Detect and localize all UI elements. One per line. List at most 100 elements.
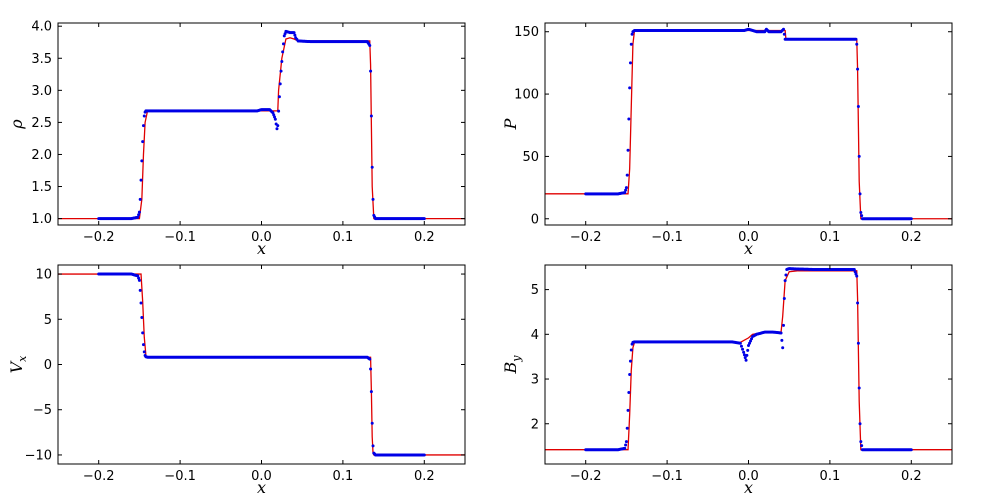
y-axis-label-subscript: y xyxy=(510,355,523,363)
by-data-point xyxy=(625,426,629,430)
density-analytic-line xyxy=(58,37,465,220)
y-tick-label: 2.0 xyxy=(31,148,52,163)
y-tick-label: 100 xyxy=(514,88,539,103)
x-tick-label: −0.2 xyxy=(570,230,602,245)
y-axis-label-symbol: B xyxy=(501,361,520,374)
x-axis-label: x xyxy=(744,478,753,497)
pressure-data-point xyxy=(623,191,627,195)
density-data-point xyxy=(139,178,143,182)
x-tick-label: 0.0 xyxy=(251,469,272,484)
pressure-data-point xyxy=(627,117,631,121)
x-tick-label: −0.1 xyxy=(164,469,196,484)
vx-data-point xyxy=(140,315,144,319)
pressure-data-point xyxy=(909,217,913,221)
y-tick-label: 0 xyxy=(531,212,539,227)
by-data-point xyxy=(624,443,628,447)
y-tick-label: 3.5 xyxy=(31,52,52,67)
by-panel: −0.2 −0.1 0.0 0.1 0.2 2 3 4 5 x By xyxy=(501,264,953,497)
density-data-point xyxy=(142,114,146,118)
y-axis-label-symbol: ρ xyxy=(7,119,26,130)
density-data-point xyxy=(138,197,142,201)
density-data-point xyxy=(369,114,373,118)
by-data-point xyxy=(856,341,860,345)
density-data-point xyxy=(277,109,281,113)
y-axis-label: P xyxy=(501,118,520,130)
pressure-data-point xyxy=(855,42,859,46)
density-data-point xyxy=(137,213,141,217)
x-tick-label: −0.2 xyxy=(83,469,115,484)
by-data-point xyxy=(626,408,630,412)
by-data-point xyxy=(624,440,628,444)
y-tick-label: 5 xyxy=(531,283,539,298)
pressure-data-point xyxy=(626,148,630,152)
y-tick-label: 3.0 xyxy=(31,84,52,99)
density-data-point xyxy=(281,50,285,54)
by-data-point xyxy=(782,323,785,327)
by-data-point xyxy=(627,390,631,394)
density-plot-area xyxy=(58,29,465,221)
pressure-data-point xyxy=(857,154,861,158)
pressure-data-point xyxy=(782,32,786,36)
by-data-point xyxy=(749,339,753,343)
pressure-data-point xyxy=(628,86,632,90)
by-data-point xyxy=(746,348,750,352)
by-data-point xyxy=(856,301,860,305)
y-tick-label: 10 xyxy=(35,268,52,283)
y-tick-label: 2.5 xyxy=(31,116,52,131)
x-tick-label: −0.2 xyxy=(570,469,602,484)
by-analytic-line xyxy=(545,270,952,451)
y-axis-label: ρ xyxy=(7,119,26,130)
by-data-point xyxy=(779,331,783,335)
pressure-data-point xyxy=(624,188,628,192)
density-data-point xyxy=(137,210,141,214)
density-data-point xyxy=(282,34,286,38)
by-data-point xyxy=(742,350,746,354)
x-axis-label: x xyxy=(257,478,266,497)
vx-data-point xyxy=(368,357,372,361)
by-data-point xyxy=(909,448,913,452)
x-tick-label: 0.1 xyxy=(333,230,354,245)
y-axis-label-subscript: x xyxy=(16,355,29,362)
vx-data-point xyxy=(137,278,141,282)
x-axis-label: x xyxy=(257,239,266,258)
x-tick-label: −0.1 xyxy=(164,230,196,245)
by-data-point xyxy=(744,358,748,362)
pressure-data-point xyxy=(860,214,864,218)
by-data-point xyxy=(748,341,752,345)
by-data-point xyxy=(739,344,743,348)
density-axes-frame xyxy=(57,22,466,226)
x-tick-label: 0.2 xyxy=(901,469,922,484)
y-tick-label: 1.5 xyxy=(31,180,52,195)
density-data-point xyxy=(369,69,373,73)
pressure-data-point xyxy=(856,67,860,71)
pressure-data-point xyxy=(854,37,858,41)
density-data-point xyxy=(370,165,374,169)
y-tick-label: 4.0 xyxy=(31,20,52,35)
by-data-point xyxy=(628,373,632,377)
y-tick-label: 150 xyxy=(514,25,539,40)
y-axis-label-symbol: P xyxy=(501,118,520,130)
pressure-data-point xyxy=(624,186,628,190)
vx-analytic-line xyxy=(58,273,465,456)
vx-data-point xyxy=(370,421,374,425)
pressure-data-point xyxy=(859,211,863,215)
vx-data-point xyxy=(422,453,426,457)
by-data-point xyxy=(742,353,746,357)
by-data-point xyxy=(860,444,864,448)
density-data-point xyxy=(368,43,372,47)
pressure-data-point xyxy=(629,42,633,46)
by-data-point xyxy=(623,446,627,450)
density-data-point xyxy=(275,127,279,131)
vx-data-point xyxy=(369,390,373,394)
x-tick-label: 0.1 xyxy=(820,469,841,484)
x-tick-label: 0.2 xyxy=(414,469,435,484)
density-data-point xyxy=(136,215,140,219)
density-data-point xyxy=(277,95,281,99)
by-data-point xyxy=(781,346,785,350)
y-tick-label: 4 xyxy=(531,328,539,343)
pressure-data-point xyxy=(782,27,785,31)
y-tick-label: 3 xyxy=(531,373,539,388)
y-tick-label: 50 xyxy=(522,150,539,165)
by-data-point xyxy=(747,343,750,347)
